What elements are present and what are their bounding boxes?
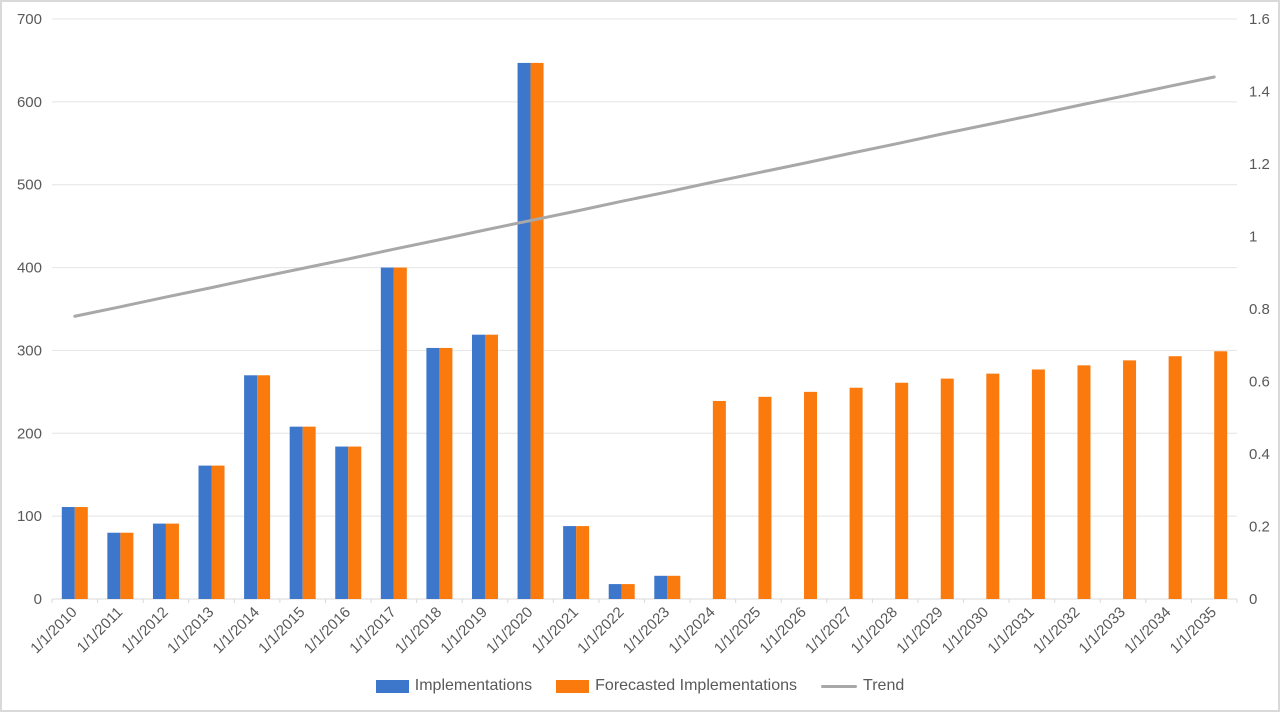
x-axis-label: 1/1/2033 — [1076, 604, 1129, 657]
trend-line[interactable] — [73, 75, 1216, 318]
legend-swatch-trend-line-icon — [821, 684, 858, 688]
x-axis-label: 1/1/2032 — [1030, 604, 1083, 657]
implementations-bar-1/1/2019[interactable] — [471, 334, 485, 599]
x-axis-label: 1/1/2030 — [939, 604, 992, 657]
forecast-bar-1/1/2019[interactable] — [484, 334, 498, 599]
implementations-bar-1/1/2011[interactable] — [107, 532, 121, 599]
x-axis-label: 1/1/2026 — [757, 604, 810, 657]
x-axis-label: 1/1/2035 — [1167, 604, 1220, 657]
left-axis-tick-label: 500 — [17, 177, 42, 194]
x-axis-label: 1/1/2034 — [1121, 604, 1174, 657]
implementations-bar-1/1/2015[interactable] — [289, 426, 303, 599]
left-axis-tick-label: 600 — [17, 94, 42, 111]
x-axis-label: 1/1/2025 — [711, 604, 764, 657]
forecast-bar-1/1/2011[interactable] — [120, 532, 134, 599]
legend-swatch-implementations-icon — [375, 679, 409, 693]
x-axis-label: 1/1/2011 — [74, 604, 127, 657]
forecast-bar-1/1/2016[interactable] — [348, 446, 362, 599]
legend-label-forecasted: Forecasted Implementations — [595, 677, 798, 694]
implementations-bar-1/1/2023[interactable] — [654, 575, 668, 599]
left-axis-tick-label: 100 — [17, 508, 42, 525]
x-axis-label: 1/1/2021 — [529, 604, 582, 657]
legend-item-implementations[interactable]: Implementations — [375, 677, 533, 694]
left-axis-tick-label: 400 — [17, 260, 42, 277]
implementations-bar-1/1/2017[interactable] — [380, 267, 394, 599]
implementations-bar-1/1/2016[interactable] — [335, 446, 349, 599]
implementations-bar-1/1/2018[interactable] — [426, 347, 440, 599]
forecast-bar-1/1/2035[interactable] — [1214, 351, 1228, 599]
x-axis-label: 1/1/2018 — [392, 604, 445, 657]
implementations-bar-1/1/2010[interactable] — [61, 507, 75, 599]
forecast-bar-1/1/2014[interactable] — [257, 375, 271, 599]
x-axis-label: 1/1/2019 — [437, 604, 490, 657]
implementations-bar-1/1/2013[interactable] — [198, 465, 212, 599]
x-axis-label: 1/1/2022 — [574, 604, 627, 657]
x-axis-label: 1/1/2017 — [346, 604, 399, 657]
right-axis-tick-label: 0.4 — [1249, 446, 1270, 463]
forecast-bar-1/1/2017[interactable] — [393, 267, 407, 599]
forecast-bar-1/1/2021[interactable] — [576, 526, 590, 599]
legend-item-forecasted-implementations[interactable]: Forecasted Implementations — [556, 678, 797, 694]
forecast-bar-1/1/2033[interactable] — [1123, 360, 1137, 599]
right-axis-tick-label: 1.6 — [1249, 11, 1270, 28]
implementations-bar-1/1/2012[interactable] — [152, 523, 166, 599]
forecast-bar-1/1/2022[interactable] — [621, 584, 635, 599]
x-axis-label: 1/1/2023 — [620, 604, 673, 657]
forecast-bar-1/1/2031[interactable] — [1031, 369, 1045, 599]
forecast-bar-1/1/2028[interactable] — [895, 382, 909, 599]
forecast-bar-1/1/2027[interactable] — [849, 387, 863, 599]
right-axis-tick-label: 0.2 — [1249, 519, 1270, 536]
implementations-bar-1/1/2014[interactable] — [244, 375, 258, 599]
x-axis-label: 1/1/2024 — [665, 604, 718, 657]
forecast-bar-1/1/2012[interactable] — [165, 523, 179, 599]
forecast-bar-1/1/2018[interactable] — [439, 347, 453, 599]
legend-item-trend[interactable]: Trend — [821, 678, 904, 694]
forecast-bar-1/1/2032[interactable] — [1077, 365, 1091, 599]
x-axis-label: 1/1/2016 — [301, 604, 354, 657]
forecast-bar-1/1/2010[interactable] — [74, 507, 88, 599]
forecast-bar-1/1/2013[interactable] — [211, 465, 225, 599]
left-axis-tick-label: 200 — [17, 425, 42, 442]
right-axis-tick-label: 0 — [1249, 591, 1257, 608]
forecast-bar-1/1/2025[interactable] — [758, 396, 772, 599]
legend-swatch-forecasted-icon — [556, 679, 590, 693]
forecast-bar-1/1/2029[interactable] — [940, 378, 954, 599]
left-axis-tick-label: 0 — [34, 591, 42, 608]
right-axis-tick-label: 0.8 — [1249, 301, 1270, 318]
x-axis-label: 1/1/2028 — [848, 604, 901, 657]
forecast-bar-1/1/2020[interactable] — [530, 62, 544, 599]
right-axis-tick-label: 0.6 — [1249, 374, 1270, 391]
forecast-bar-1/1/2024[interactable] — [712, 400, 726, 599]
x-axis-label: 1/1/2014 — [210, 604, 263, 657]
right-axis-tick-label: 1.2 — [1249, 156, 1270, 173]
left-axis-tick-label: 700 — [17, 11, 42, 28]
implementations-bar-1/1/2020[interactable] — [517, 62, 531, 599]
x-axis-label: 1/1/2029 — [893, 604, 946, 657]
implementations-bar-1/1/2022[interactable] — [608, 584, 622, 599]
legend: Implementations Forecasted Implementatio… — [2, 678, 1278, 694]
right-axis-tick-label: 1.4 — [1249, 84, 1270, 101]
x-axis-label: 1/1/2031 — [984, 604, 1037, 657]
x-axis-label: 1/1/2015 — [255, 604, 308, 657]
x-axis-label: 1/1/2027 — [802, 604, 855, 657]
forecast-bar-1/1/2015[interactable] — [302, 426, 316, 599]
x-axis-label: 1/1/2012 — [118, 604, 171, 657]
x-axis-label: 1/1/2013 — [164, 604, 217, 657]
legend-label-trend: Trend — [863, 677, 905, 694]
left-axis-tick-label: 300 — [17, 342, 42, 359]
implementations-bar-1/1/2021[interactable] — [563, 526, 577, 599]
legend-label-implementations: Implementations — [414, 677, 533, 694]
x-axis-label: 1/1/2010 — [27, 604, 80, 657]
right-axis-tick-label: 1 — [1249, 229, 1257, 246]
x-axis-label: 1/1/2020 — [483, 604, 536, 657]
forecast-bar-1/1/2026[interactable] — [804, 391, 818, 599]
forecast-bar-1/1/2034[interactable] — [1168, 356, 1182, 599]
forecast-bar-1/1/2030[interactable] — [986, 373, 1000, 599]
forecast-bar-1/1/2023[interactable] — [667, 575, 681, 599]
